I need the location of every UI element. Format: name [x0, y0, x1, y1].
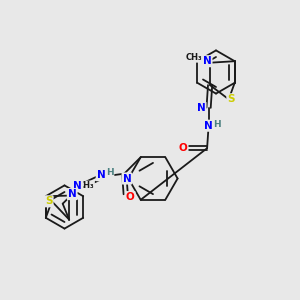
Text: N: N	[204, 121, 212, 131]
Text: S: S	[45, 196, 52, 206]
Text: N: N	[197, 103, 206, 113]
Text: N: N	[97, 170, 106, 180]
Text: CH₃: CH₃	[185, 53, 202, 62]
Text: N: N	[122, 173, 131, 184]
Text: N: N	[73, 181, 82, 191]
Text: H: H	[106, 168, 114, 177]
Text: N: N	[203, 56, 212, 66]
Text: N: N	[68, 189, 76, 199]
Text: S: S	[227, 94, 235, 104]
Text: O: O	[179, 143, 188, 153]
Text: O: O	[126, 192, 135, 202]
Text: methyl: methyl	[197, 55, 202, 56]
Text: H: H	[213, 120, 221, 129]
Text: CH₃: CH₃	[77, 182, 94, 190]
